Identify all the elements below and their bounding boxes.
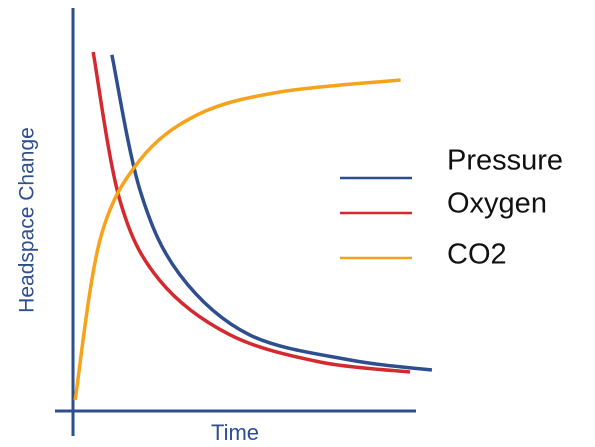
y-axis-label: Headspace Change (16, 127, 39, 313)
legend-label: CO2 (447, 239, 507, 271)
series-line (91, 51, 411, 374)
x-axis-label: Time (211, 420, 259, 445)
series-line (73, 78, 401, 401)
legend-label: Pressure (447, 145, 563, 177)
series-line (110, 54, 433, 372)
legend-label: Oxygen (447, 188, 547, 220)
